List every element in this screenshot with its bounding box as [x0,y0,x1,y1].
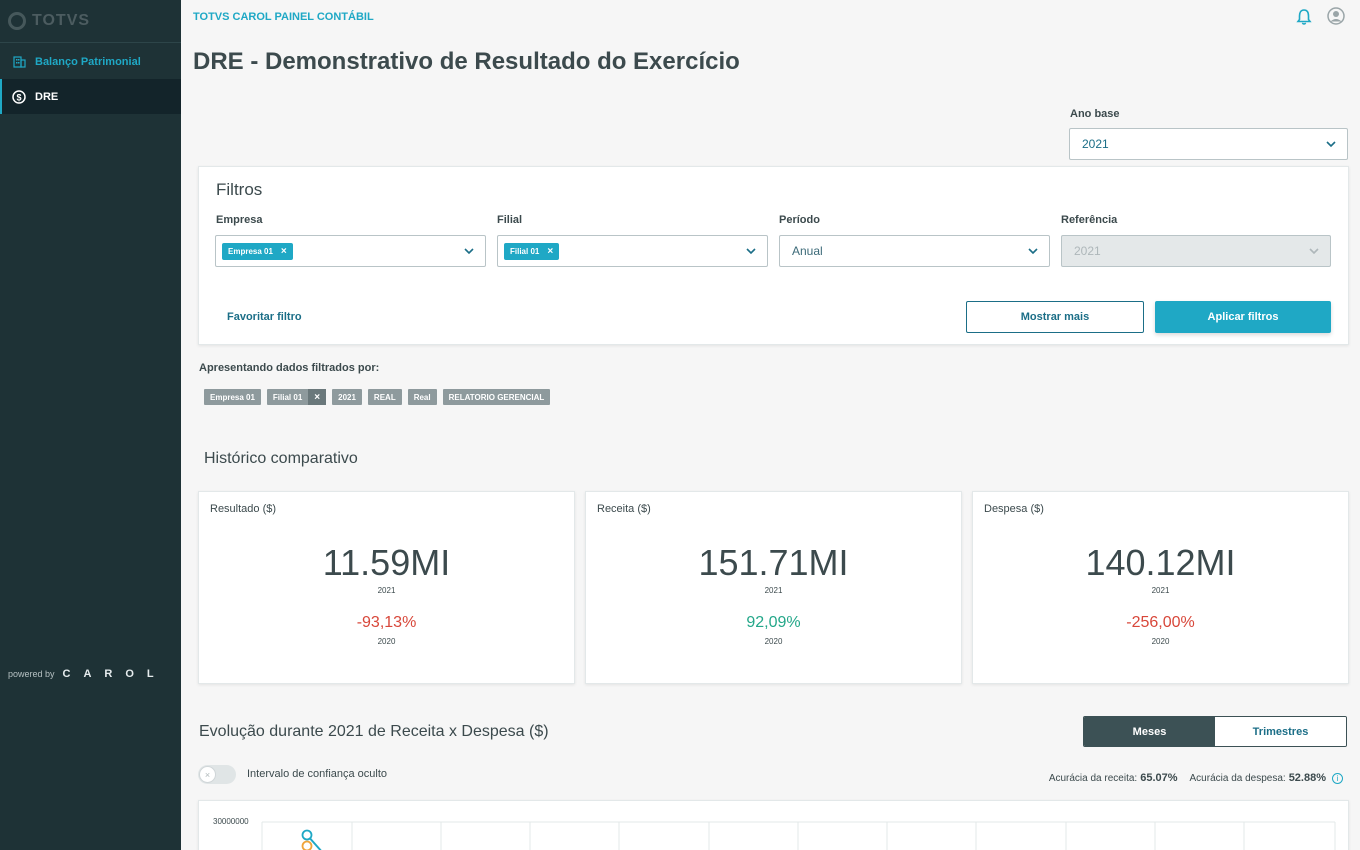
periodo-value: Anual [792,244,823,258]
accuracy-info: Acurácia da receita: 65.07% Acurácia da … [1049,772,1343,784]
chevron-down-icon [1028,248,1038,255]
applied-filters-label: Apresentando dados filtrados por: [199,362,380,374]
tag-label: RELATORIO GERENCIAL [448,392,545,402]
chevron-down-icon [464,248,474,255]
kpi-prev-year: 2020 [377,637,396,646]
kpi-label: Receita ($) [597,503,651,515]
tag-label: Real [413,392,431,402]
favorite-filter-link[interactable]: Favoritar filtro [227,311,302,323]
sidebar: TOTVS Balanço Patrimonial $ DRE powered … [0,0,181,850]
bell-icon[interactable] [1296,8,1312,26]
kpi-value: 11.59MI [322,542,451,583]
show-more-button[interactable]: Mostrar mais [966,301,1144,333]
chip-label: Filial 01 [510,246,540,256]
totvs-logo-icon [8,12,26,30]
svg-text:$: $ [16,92,21,102]
empresa-chip: Empresa 01 × [222,242,293,260]
applied-tag: Filial 01 × [266,389,327,405]
historico-title: Histórico comparativo [204,450,358,467]
chart-gridlines [261,821,1336,850]
accuracy-revenue-label: Acurácia da receita: [1048,772,1138,784]
powered-by-text: powered by [8,669,55,679]
tag-label: Empresa 01 [210,392,255,402]
chip-label: Empresa 01 [228,246,273,256]
applied-filters-tags: Empresa 01 Filial 01 × 2021 REAL Real REL… [204,389,556,405]
filial-multiselect[interactable]: Filial 01 × [497,235,768,267]
empresa-multiselect[interactable]: Empresa 01 × [215,235,486,267]
tag-label: Filial 01 [272,392,303,402]
kpi-variation: -93,13% [356,614,417,631]
page-title: DRE - Demonstrativo de Resultado do Exer… [193,48,740,75]
kpi-variation: -256,00% [1126,614,1195,631]
building-icon [12,55,26,69]
filial-chip: Filial 01 × [504,242,560,260]
kpi-prev-year: 2020 [764,637,783,646]
tag-label: REAL [373,392,396,402]
kpi-variation: 92,09% [746,614,801,631]
kpi-card-despesa: Despesa ($) 140.12MI 2021 -256,00% 2020 [972,491,1349,684]
chevron-down-icon [746,248,756,255]
dollar-circle-icon: $ [12,89,26,104]
user-avatar-icon[interactable] [1327,7,1345,25]
sidebar-item-label: DRE [35,90,59,103]
empresa-label: Empresa [216,214,263,226]
sidebar-item-label: Balanço Patrimonial [35,55,141,68]
applied-tag: 2021 [332,389,362,405]
applied-tag: Empresa 01 [204,389,261,405]
close-icon: × [199,766,216,783]
months-toggle-button[interactable]: Meses [1084,717,1215,746]
applied-tag: Real [407,389,437,405]
quarters-toggle-button[interactable]: Trimestres [1215,717,1346,746]
applied-tag: REAL [367,389,402,405]
accuracy-revenue-value: 65.07% [1140,772,1178,784]
evolucao-title: Evolução durante 2021 de Receita x Despe… [199,723,549,740]
kpi-prev-year: 2020 [1151,637,1170,646]
remove-chip-icon[interactable]: × [280,245,287,257]
logo: TOTVS [0,0,181,43]
kpi-year: 2021 [377,586,396,595]
kpi-year: 2021 [764,586,783,595]
referencia-label: Referência [1061,214,1118,226]
ano-base-select[interactable]: 2021 [1069,128,1348,160]
kpi-year: 2021 [1151,586,1170,595]
ano-base-label: Ano base [1070,108,1120,120]
evolution-chart [261,821,1336,850]
confidence-interval-switch[interactable]: × [198,765,236,784]
carol-logo: CAROL [62,668,167,680]
referencia-select: 2021 [1061,235,1331,267]
remove-tag-icon[interactable]: × [308,389,327,405]
ano-base-value: 2021 [1082,137,1109,151]
chevron-down-icon [1309,248,1319,255]
apply-filters-button[interactable]: Aplicar filtros [1155,301,1331,333]
kpi-value: 140.12MI [1085,542,1236,583]
confidence-interval-label: Intervalo de confiança oculto [247,768,388,780]
sidebar-item-dre[interactable]: $ DRE [0,79,181,114]
referencia-value: 2021 [1074,244,1101,258]
logo-text: TOTVS [32,12,91,29]
app-name: TOTVS CAROL PAINEL CONTÁBIL [193,11,374,23]
powered-by: powered by CAROL [8,668,167,680]
kpi-card-receita: Receita ($) 151.71MI 2021 92,09% 2020 [585,491,962,684]
chart-y-tick: 30000000 [213,817,249,826]
periodo-select[interactable]: Anual [779,235,1050,267]
chevron-down-icon [1326,141,1336,148]
remove-chip-icon[interactable]: × [547,245,554,257]
filters-title: Filtros [216,180,263,199]
kpi-card-resultado: Resultado ($) 11.59MI 2021 -93,13% 2020 [198,491,575,684]
applied-tag: RELATORIO GERENCIAL [442,389,551,405]
kpi-label: Despesa ($) [984,503,1044,515]
info-icon[interactable]: i [1332,772,1343,784]
period-toggle: Meses Trimestres [1083,716,1347,747]
evolution-chart-card [198,800,1349,850]
kpi-value: 151.71MI [698,542,849,583]
accuracy-expense-value: 52.88% [1288,772,1326,784]
tag-label: 2021 [338,392,356,402]
kpi-label: Resultado ($) [210,503,277,515]
filial-label: Filial [497,214,523,226]
periodo-label: Período [779,214,820,226]
sidebar-item-balanco[interactable]: Balanço Patrimonial [0,44,181,79]
chart-series-points [301,829,322,850]
accuracy-expense-label: Acurácia da despesa: [1189,772,1286,784]
